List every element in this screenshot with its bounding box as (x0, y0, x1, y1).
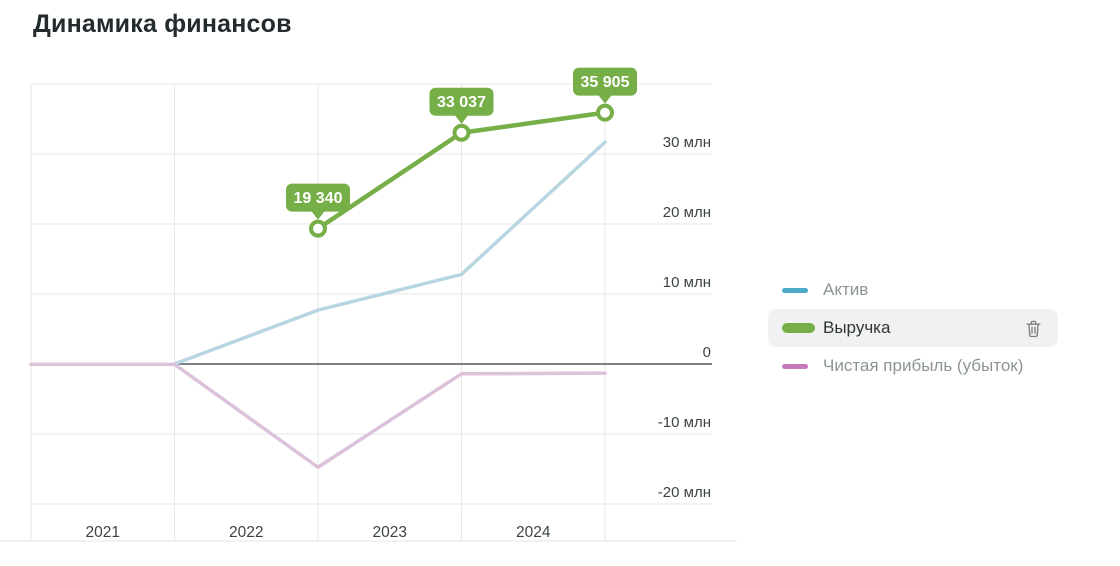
data-point-marker[interactable] (452, 123, 471, 142)
x-axis-category-label: 2022 (229, 524, 263, 541)
y-axis-tick-label: 30 млн (663, 134, 711, 151)
legend-item-label: Чистая прибыль (убыток) (823, 356, 1024, 375)
y-axis-tick-label: -20 млн (658, 484, 711, 501)
legend-item-chistaya-pribyl[interactable]: Чистая прибыль (убыток) (768, 347, 1058, 385)
delete-series-button[interactable] (1022, 316, 1044, 340)
legend-item-label: Выручка (823, 318, 891, 337)
legend-item-vyruchka[interactable]: Выручка (768, 309, 1058, 347)
pribyl-swatch (782, 363, 808, 369)
x-axis-category-label: 2023 (373, 524, 407, 541)
aktiv-swatch (782, 287, 808, 293)
x-axis-category-label: 2024 (516, 524, 551, 541)
data-label-box (429, 87, 494, 116)
legend-item-label: Актив (823, 280, 869, 299)
legend-item-aktiv[interactable]: Актив (768, 271, 1058, 309)
data-label-value: 19 340 (294, 190, 343, 207)
y-axis-tick-label: -10 млн (658, 414, 711, 431)
y-axis-tick-label: 10 млн (663, 274, 711, 291)
page-title: Динамика финансов (33, 10, 292, 38)
y-axis-tick-label: 0 (703, 344, 711, 361)
data-label-box (573, 67, 637, 96)
data-label-pointer (598, 94, 612, 104)
data-label-box (286, 183, 350, 212)
data-label-pointer (454, 114, 469, 124)
data-label-value: 35 905 (581, 74, 630, 91)
finance-dynamics-chart[interactable]: 19 340 33 037 35 905 30 млн 20 млн 10 млн 0 -10… (0, 0, 745, 566)
data-point-marker[interactable] (309, 219, 327, 238)
series-line-0[interactable] (172, 140, 607, 366)
data-label-pointer (311, 210, 325, 220)
data-point-marker[interactable] (596, 103, 614, 122)
series-line-2[interactable] (29, 362, 607, 469)
y-axis-tick-label: 20 млн (663, 204, 711, 221)
chart-legend: Актив Выручка Чистая прибыль (убыток) (768, 271, 1058, 385)
x-axis-category-label: 2021 (86, 524, 120, 541)
vyruchka-swatch (782, 323, 815, 333)
data-label-value: 33 037 (437, 94, 486, 111)
trash-icon (1025, 320, 1041, 337)
